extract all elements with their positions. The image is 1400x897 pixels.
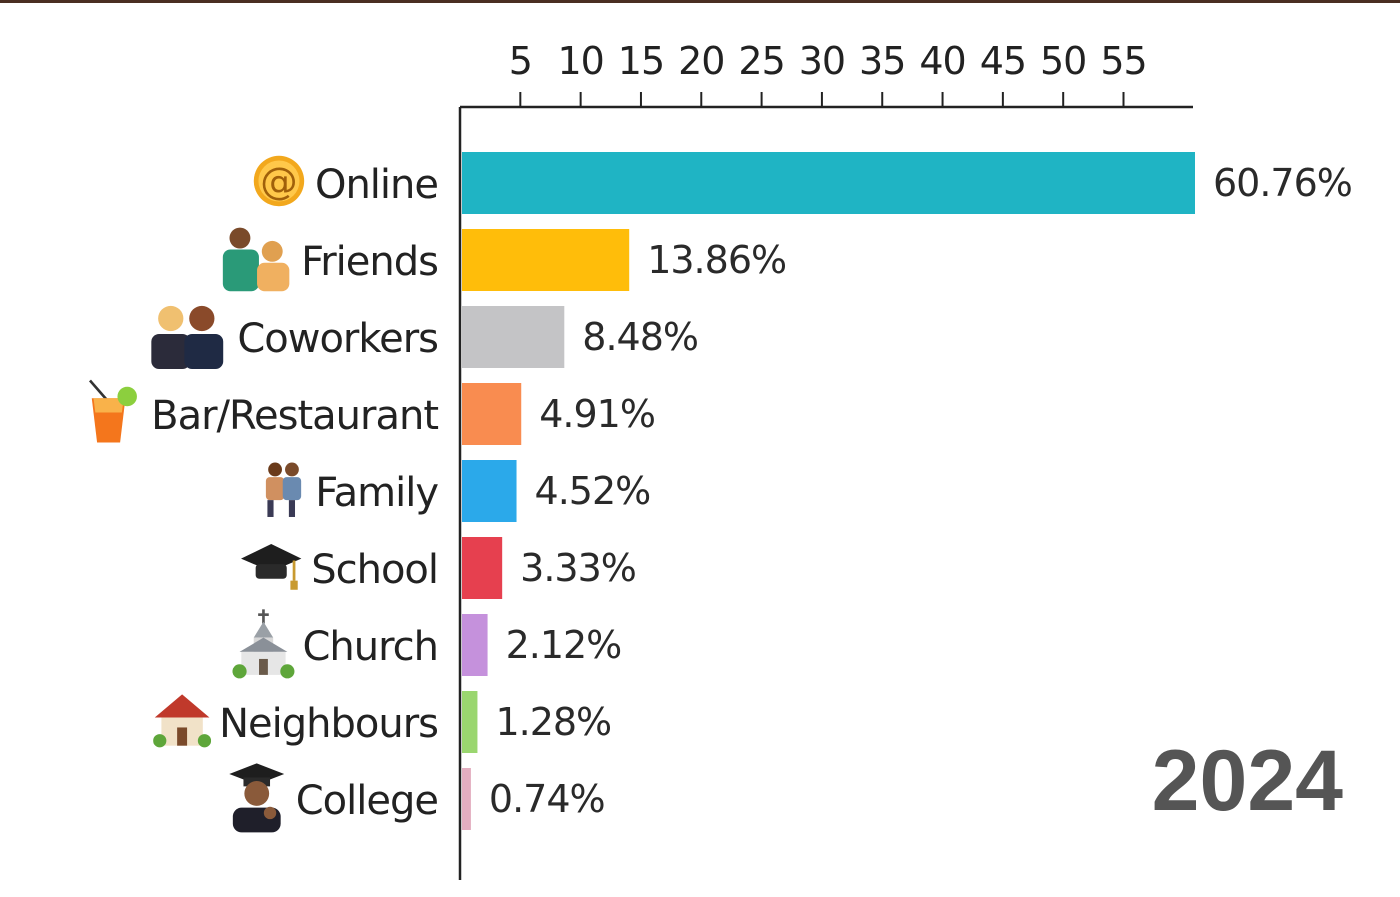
bar-bar-restaurant: [462, 383, 522, 445]
value-label: 8.48%: [582, 315, 698, 359]
house-icon: [153, 694, 212, 748]
x-tick-label: 55: [1100, 39, 1146, 83]
category-label: College: [296, 778, 438, 824]
x-tick-label: 30: [799, 39, 845, 83]
bar-coworkers: [462, 306, 565, 368]
top-border: [0, 0, 1400, 3]
bar-friends: [462, 229, 630, 291]
cocktail-icon: [88, 379, 139, 444]
category-labels: Online Friends Coworkers Bar/Restaurant Fami…: [88, 155, 439, 833]
category-label: School: [311, 547, 438, 593]
bar-neighbours: [462, 691, 478, 753]
x-tick-label: 15: [618, 39, 664, 83]
value-label: 4.91%: [539, 392, 655, 436]
value-label: 60.76%: [1213, 161, 1352, 205]
value-label: 4.52%: [535, 469, 651, 513]
value-label: 13.86%: [647, 238, 786, 282]
x-tick-label: 10: [557, 39, 603, 83]
category-label: Friends: [301, 239, 438, 285]
x-tick-label: 50: [1040, 39, 1086, 83]
bar-church: [462, 614, 488, 676]
category-label: Family: [315, 470, 438, 516]
year-label: 2024: [1152, 733, 1343, 829]
x-tick-label: 5: [509, 39, 532, 83]
family-icon: [265, 462, 302, 517]
graduation-cap-icon: [239, 542, 303, 592]
bars: 60.76% 13.86% 8.48% 4.91% 4.52% 3.33% 2.12% 1.2…: [462, 152, 1353, 830]
x-tick-label: 35: [859, 39, 905, 83]
category-label: Coworkers: [237, 316, 438, 362]
bar-school: [462, 537, 503, 599]
category-label: Church: [302, 624, 438, 670]
value-label: 1.28%: [495, 700, 611, 744]
category-label: Online: [315, 162, 438, 208]
church-icon: [232, 607, 295, 679]
value-label: 3.33%: [520, 546, 636, 590]
at-sign-icon: [253, 155, 305, 207]
friends-icon: [222, 227, 290, 292]
coworkers-icon: [151, 305, 224, 369]
bar-family: [462, 460, 517, 522]
category-label: Bar/Restaurant: [151, 393, 438, 439]
x-tick-label: 20: [678, 39, 724, 83]
bar-college: [462, 768, 471, 830]
value-label: 0.74%: [489, 777, 605, 821]
x-tick-label: 25: [738, 39, 784, 83]
category-label: Neighbours: [219, 701, 438, 747]
x-tick-label: 45: [980, 39, 1026, 83]
x-tick-label: 40: [919, 39, 965, 83]
bar-online: [462, 152, 1195, 214]
value-label: 2.12%: [506, 623, 622, 667]
graduate-icon: [229, 763, 285, 833]
x-axis: 5 10 15 20 25 30 35 40 45 50 55: [458, 39, 1193, 880]
